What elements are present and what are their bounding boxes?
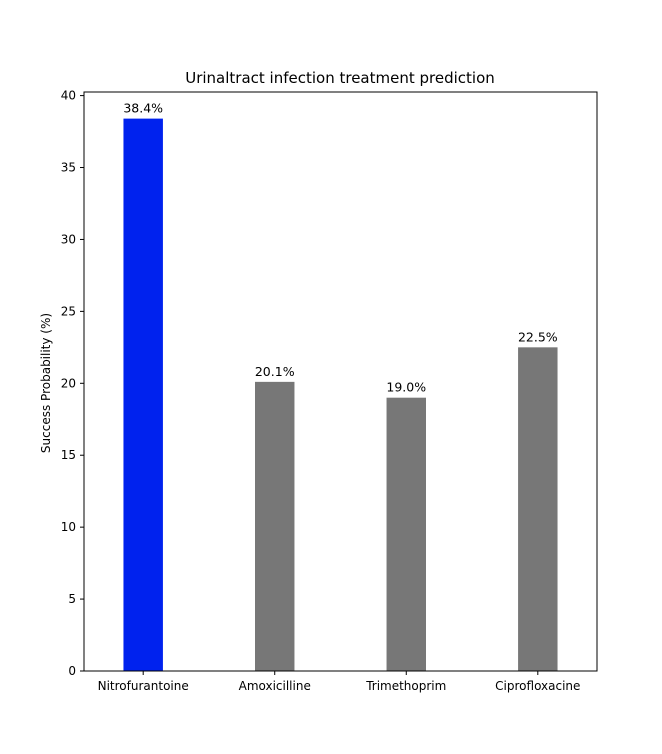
chart-title: Urinaltract infection treatment predicti… [185,69,495,87]
y-tick-label-35: 35 [61,161,76,175]
bar-amoxicilline [255,381,295,671]
y-tick-label-15: 15 [61,448,76,462]
value-label-trimethoprim: 19.0% [386,380,426,395]
y-axis-label: Success Probability (%) [39,313,53,453]
bars-group [123,118,558,671]
y-tick-label-5: 5 [68,592,76,606]
value-label-nitrofurantoine: 38.4% [123,101,163,116]
value-label-ciprofloxacine: 22.5% [518,329,558,344]
value-labels-group: 38.4% 20.1% 19.0% 22.5% [123,101,557,395]
x-tick-label-ciprofloxacine: Ciprofloxacine [495,679,580,693]
y-tick-label-30: 30 [61,232,76,246]
x-tick-label-amoxicilline: Amoxicilline [239,679,311,693]
bar-trimethoprim [386,397,426,671]
y-tick-label-40: 40 [61,89,76,103]
y-tick-label-0: 0 [68,664,76,678]
x-tick-label-nitrofurantoine: Nitrofurantoine [98,679,189,693]
value-label-amoxicilline: 20.1% [255,364,295,379]
y-tick-label-20: 20 [61,376,76,390]
bar-ciprofloxacine [518,347,558,671]
plot-frame [83,91,598,672]
x-tick-label-trimethoprim: Trimethoprim [365,679,446,693]
bar-nitrofurantoine [123,118,163,671]
y-axis-ticks: 0 5 10 15 20 25 30 35 40 [61,89,84,678]
y-tick-label-25: 25 [61,304,76,318]
y-tick-label-10: 10 [61,520,76,534]
x-axis-ticks: Nitrofurantoine Amoxicilline Trimethoprim C… [98,671,580,693]
